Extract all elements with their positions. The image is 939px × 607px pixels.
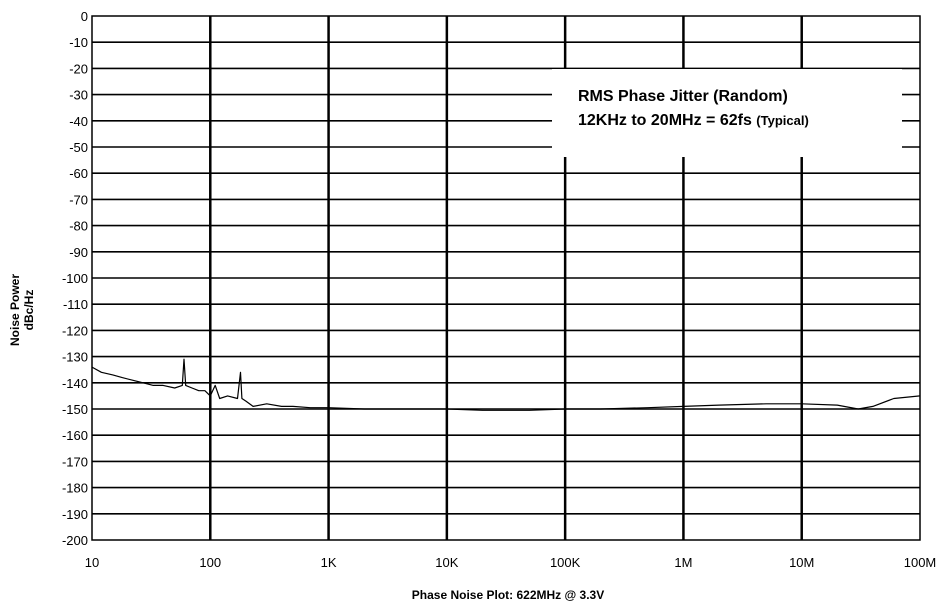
y-tick-label: -200	[62, 533, 88, 548]
y-tick-label: -10	[69, 35, 88, 50]
y-tick-label: -150	[62, 402, 88, 417]
y-tick-label: -50	[69, 140, 88, 155]
y-tick-label: -100	[62, 271, 88, 286]
x-tick-label: 10	[85, 555, 99, 570]
y-tick-label: -130	[62, 350, 88, 365]
y-tick-label: -80	[69, 219, 88, 234]
y-tick-label: -70	[69, 192, 88, 207]
annotation-line1: RMS Phase Jitter (Random)	[578, 88, 788, 105]
annotation-line2-note: (Typical)	[756, 113, 809, 128]
y-tick-label: -60	[69, 166, 88, 181]
y-tick-label: -180	[62, 481, 88, 496]
x-tick-label: 10K	[435, 555, 458, 570]
annotation-line2-main: 12KHz to 20MHz = 62fs	[578, 112, 752, 129]
y-tick-label: 0	[81, 9, 88, 24]
y-tick-label: -30	[69, 88, 88, 103]
y-tick-label: -120	[62, 323, 88, 338]
y-axis-title-line2: dBc/Hz	[22, 290, 36, 331]
y-tick-label: -170	[62, 454, 88, 469]
y-tick-label: -90	[69, 245, 88, 260]
y-tick-label: -190	[62, 507, 88, 522]
annotation-box	[552, 69, 902, 157]
y-tick-label: -110	[63, 297, 88, 312]
y-tick-labels: 0 -10 -20 -30 -40 -50 -60 -70 -80 -90 -100 -110 -120…	[62, 9, 88, 548]
annotation-line2: 12KHz to 20MHz = 62fs (Typical)	[578, 112, 809, 129]
y-tick-label: -20	[69, 61, 88, 76]
y-tick-label: -140	[62, 376, 88, 391]
x-tick-label: 100M	[904, 555, 937, 570]
x-tick-labels: 10 100 1K 10K 100K 1M 10M 100M	[85, 555, 937, 570]
x-tick-label: 100	[199, 555, 221, 570]
series-line-0	[91, 358, 921, 411]
series-layer	[91, 358, 921, 411]
x-tick-label: 10M	[789, 555, 814, 570]
chart-title: Phase Noise Plot: 622MHz @ 3.3V	[412, 588, 604, 602]
x-tick-label: 1M	[674, 555, 692, 570]
plot-frame	[91, 15, 921, 541]
y-tick-label: -160	[62, 428, 88, 443]
y-axis-title-line1: Noise Power	[8, 274, 22, 346]
x-tick-label: 100K	[550, 555, 581, 570]
x-tick-label: 1K	[321, 555, 337, 570]
grid-layer	[92, 16, 920, 540]
y-tick-label: -40	[69, 114, 88, 129]
